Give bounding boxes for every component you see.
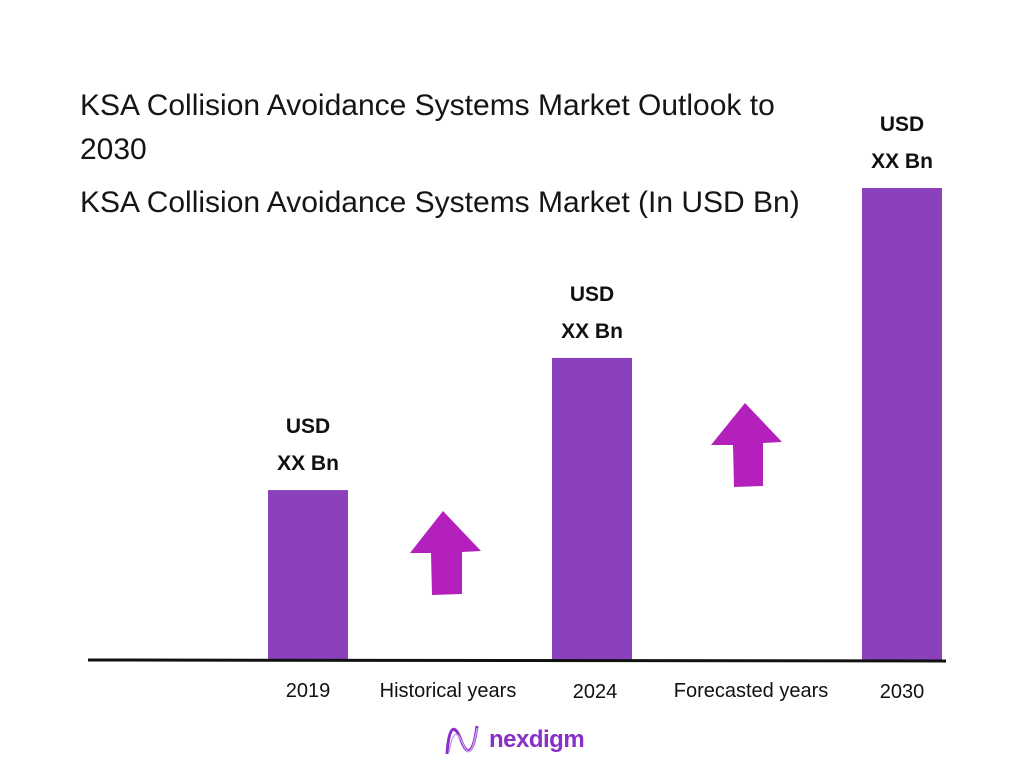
- x-axis-line: [87, 658, 947, 663]
- category-label-2019: 2019: [286, 680, 331, 702]
- chart-title: KSA Collision Avoidance Systems Market O…: [80, 89, 775, 166]
- data-label-2024-line2: XX Bn: [561, 320, 623, 343]
- bar-2024: [552, 357, 632, 660]
- data-label-2030-line2: XX Bn: [871, 150, 933, 173]
- up-arrow-icon: [711, 403, 782, 487]
- period-label-forecasted: Forecasted years: [674, 680, 829, 702]
- nexdigm-logo: nexdigm: [443, 722, 585, 758]
- chart-subtitle: KSA Collision Avoidance Systems Market (…: [80, 186, 800, 219]
- category-label-2024: 2024: [573, 681, 618, 703]
- data-label-2019-line2: XX Bn: [277, 452, 339, 475]
- period-label-historical: Historical years: [380, 680, 517, 702]
- category-label-2030: 2030: [880, 681, 925, 703]
- data-label-2030-line1: USD: [880, 113, 924, 136]
- nexdigm-wave-icon: [445, 725, 479, 755]
- logo-text: nexdigm: [489, 726, 585, 753]
- bar-2030: [862, 188, 942, 660]
- data-label-2019-line1: USD: [286, 415, 330, 438]
- data-label-2024-line1: USD: [570, 283, 614, 306]
- up-arrow-icon: [410, 511, 481, 595]
- bar-2019: [268, 490, 348, 660]
